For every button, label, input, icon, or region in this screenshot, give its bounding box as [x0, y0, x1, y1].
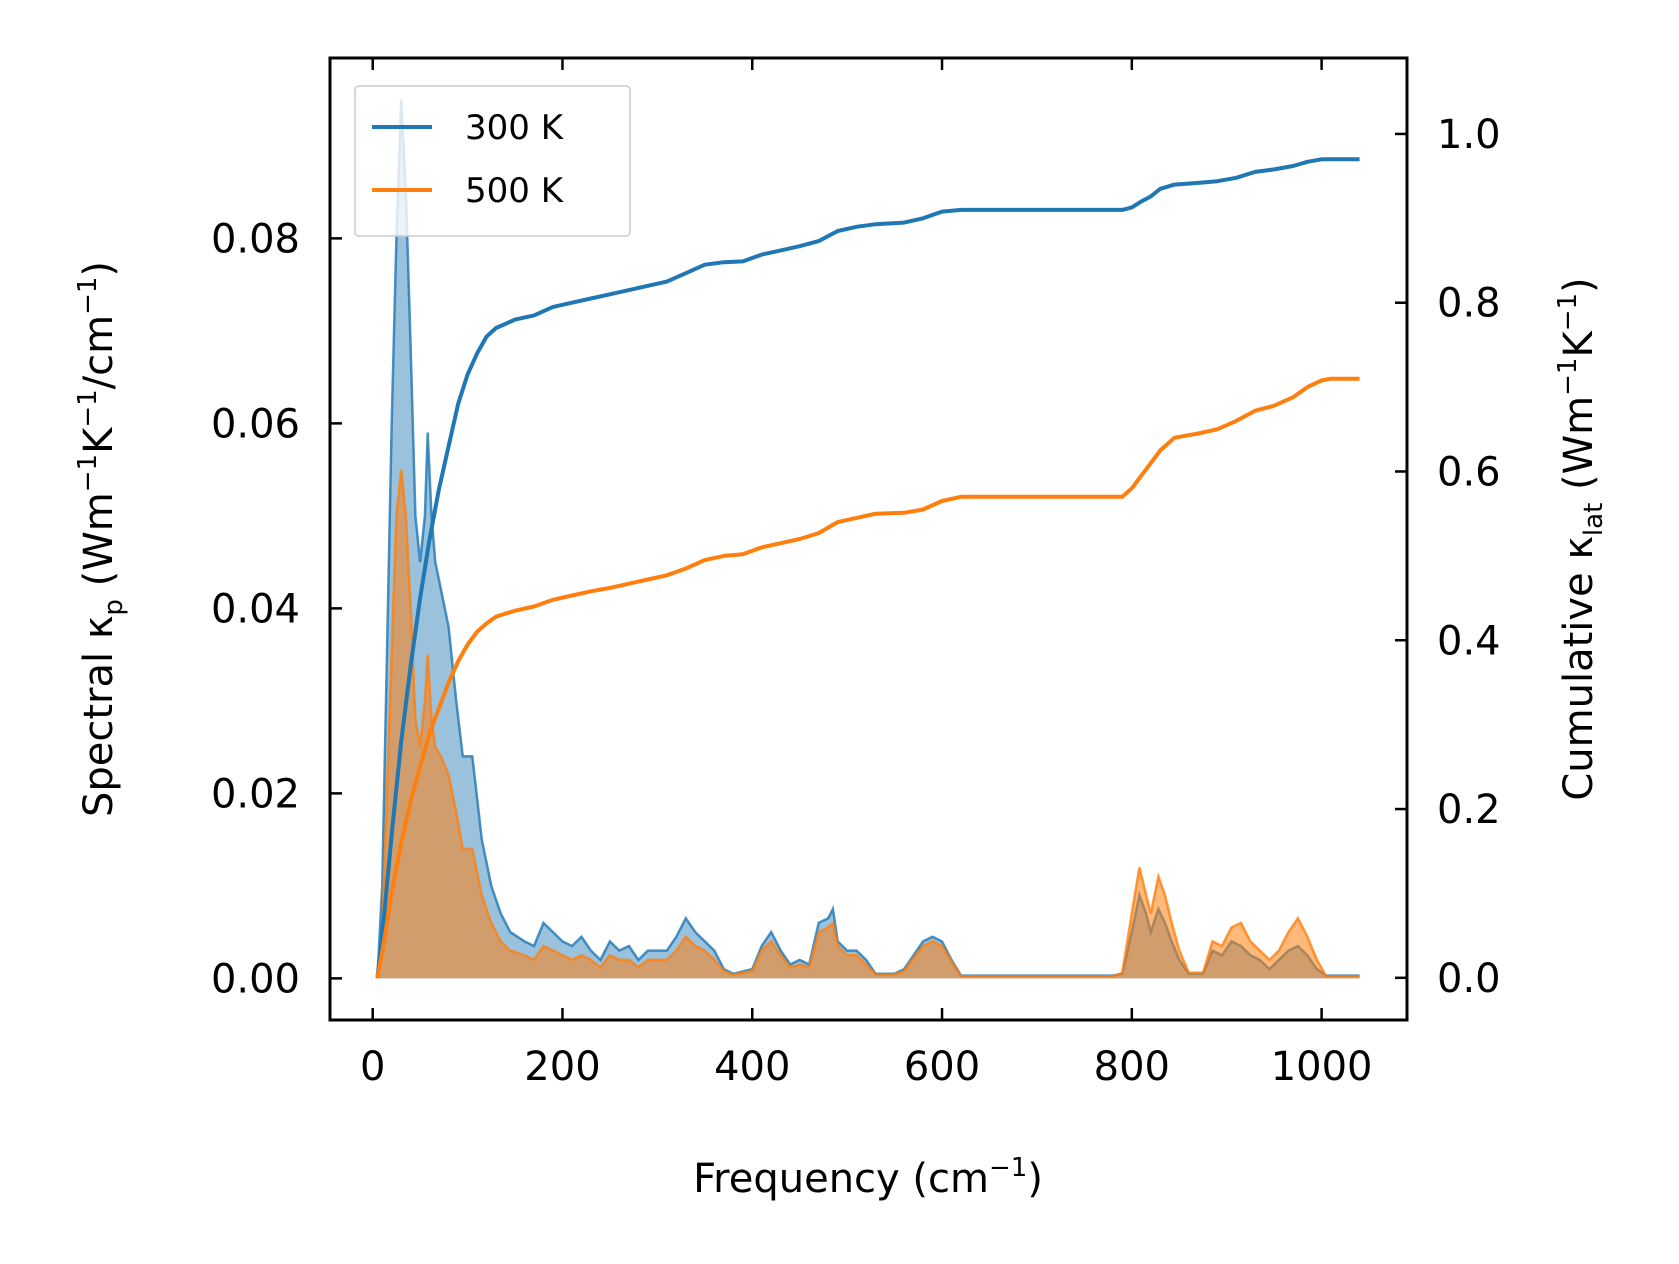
spectral-area-500k: [377, 469, 1360, 979]
y-right-axis-title: Cumulative κlat (Wm−1K−1): [1553, 277, 1609, 800]
axis-ticks: 0 200 400 600 800 1000 0.00 0.02 0.04 0.06 0.08 0.0…: [211, 58, 1501, 1090]
y-right-tick-label: 0.8: [1437, 281, 1501, 327]
y-right-tick-label: 0.6: [1437, 449, 1501, 495]
x-tick-label: 200: [524, 1044, 600, 1090]
y-right-tick-label: 1.0: [1437, 112, 1501, 158]
y-left-tick-label: 0.08: [211, 216, 300, 262]
x-axis-title: Frequency (cm−1): [693, 1153, 1043, 1202]
y-left-tick-label: 0.04: [211, 586, 300, 632]
y-left-tick-label: 0.02: [211, 771, 300, 817]
x-tick-label: 0: [360, 1044, 385, 1090]
spectral-edge-500k: [376, 469, 1360, 979]
y-left-axis-title: Spectral κp (Wm−1K−1/cm−1): [73, 261, 129, 817]
cumulative-line-500k: [375, 376, 1360, 979]
y-left-tick-label: 0.06: [211, 401, 300, 447]
cumulative-line-300k: [375, 157, 1360, 979]
x-tick-label: 1000: [1271, 1044, 1373, 1090]
legend: 300 K 500 K: [354, 85, 631, 237]
x-tick-label: 600: [904, 1044, 980, 1090]
legend-box: [354, 85, 631, 237]
y-left-tick-label: 0.00: [211, 956, 300, 1002]
x-tick-label: 400: [714, 1044, 790, 1090]
y-right-tick-label: 0.2: [1437, 787, 1501, 833]
x-tick-label: 800: [1094, 1044, 1170, 1090]
spectral-areas: [376, 99, 1360, 979]
legend-label-300k: 300 K: [465, 108, 565, 148]
legend-label-500k: 500 K: [465, 171, 565, 211]
y-right-tick-label: 0.4: [1437, 618, 1501, 664]
cumulative-lines: [375, 157, 1360, 979]
plot-frame: [328, 56, 1409, 1022]
y-right-tick-label: 0.0: [1437, 956, 1501, 1002]
